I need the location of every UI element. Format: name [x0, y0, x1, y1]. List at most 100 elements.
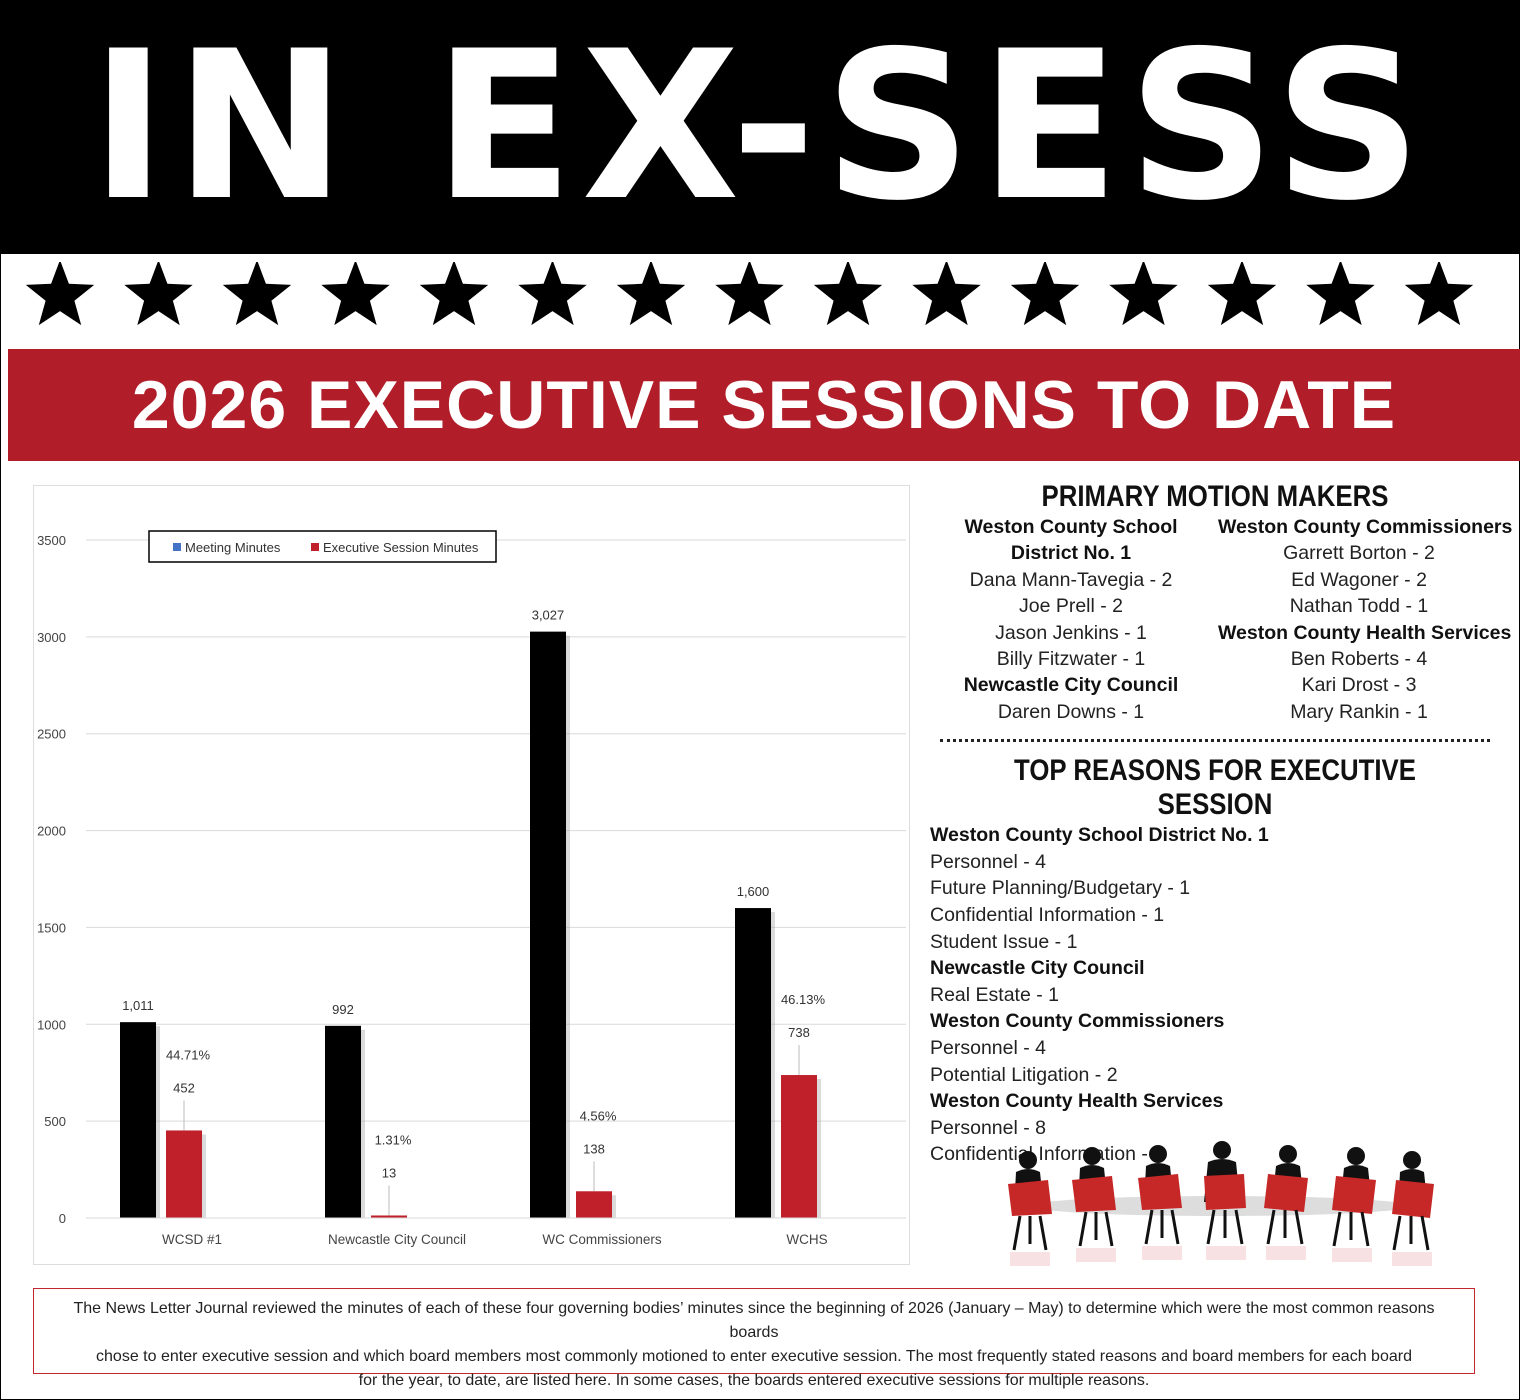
group-heading: District No. 1: [1010, 542, 1132, 565]
banner-title: IN EX-SESS: [90, 7, 1430, 246]
star-row: [25, 262, 1474, 326]
page-title: 2026 EXECUTIVE SESSIONS TO DATE: [131, 367, 1397, 443]
list-item: Daren Downs - 1: [997, 700, 1145, 723]
bar-meeting-minutes: [325, 1025, 361, 1218]
list-item: Billy Fitzwater - 1: [996, 648, 1146, 671]
list-item: Ed Wagoner - 2: [1291, 568, 1427, 591]
list-item: Real Estate - 1: [930, 983, 1059, 1006]
star-icon: [715, 262, 784, 326]
note-line: for the year, to date, are listed here. …: [358, 1372, 1150, 1389]
header-bar: [8, 349, 1520, 461]
star-icon: [518, 262, 587, 326]
data-label: 738: [788, 1025, 810, 1040]
bar-meeting-minutes: [120, 1022, 156, 1218]
top-reasons-list: Weston County School District No. 1 Perso…: [930, 822, 1500, 1168]
motion-makers-left: Weston County School District No. 1 Dana M…: [930, 514, 1212, 725]
y-tick-label: 2000: [37, 824, 66, 839]
star-icon: [321, 262, 390, 326]
y-tick-label: 500: [44, 1114, 66, 1129]
bar-chart: 0 500 1000 1500 2000 2500 3000 3500 1,011 452 44.7…: [33, 485, 910, 1265]
bar-executive-session-minutes: [781, 1075, 817, 1218]
group-heading: Weston County Health Services: [930, 1090, 1224, 1113]
list-item: Potential Litigation - 2: [930, 1063, 1118, 1086]
list-item: Joe Prell - 2: [1018, 595, 1124, 618]
x-tick-label: WC Commissioners: [542, 1232, 662, 1247]
legend-box: [148, 530, 497, 563]
legend-label: Meeting Minutes: [185, 540, 281, 555]
star-icon: [813, 262, 883, 326]
list-item: Dana Mann-Tavegia - 2: [969, 568, 1173, 591]
top-reasons-title: TOP REASONS FOR EXECUTIVE SESSION: [1014, 754, 1416, 822]
bar-meeting-minutes: [530, 631, 566, 1218]
group-heading: Weston County Health Services: [1218, 621, 1512, 644]
bar-meeting-minutes: [735, 908, 771, 1218]
list-item: Personnel - 4: [930, 850, 1046, 873]
star-icon: [222, 262, 292, 326]
star-icon: [419, 262, 489, 326]
data-label: 1,011: [122, 998, 154, 1013]
motion-makers-right: Weston County Commissioners Garrett Borto…: [1218, 514, 1513, 725]
star-icon: [616, 262, 686, 326]
star-icon: [124, 262, 193, 326]
data-label: 992: [332, 1002, 354, 1017]
star-icon: [25, 262, 95, 326]
list-item: Personnel - 4: [930, 1037, 1046, 1059]
group-heading: Weston County Commissioners: [930, 1010, 1225, 1033]
legend-label: Executive Session Minutes: [323, 540, 479, 555]
motion-makers-columns: Weston County School District No. 1 Dana M…: [930, 514, 1513, 725]
note-line: chose to enter executive session and whi…: [96, 1348, 1412, 1365]
group-heading: Newcastle City Council: [930, 957, 1145, 980]
star-icon: [1207, 262, 1277, 326]
motion-makers-title: PRIMARY MOTION MAKERS: [1041, 480, 1389, 513]
legend-swatch-executive: [311, 543, 319, 551]
x-tick-label: WCSD #1: [162, 1232, 222, 1247]
data-label: 1,600: [737, 884, 770, 899]
list-item: Garrett Borton - 2: [1283, 542, 1435, 565]
bar-executive-session-minutes: [371, 1215, 407, 1218]
star-icon: [912, 262, 981, 326]
star-icon: [1109, 262, 1178, 326]
meeting-silhouette-illustration: [1008, 1141, 1434, 1266]
star-icon: [1404, 262, 1474, 326]
y-tick-label: 3000: [37, 630, 66, 645]
group-heading: Weston County School: [964, 516, 1178, 538]
group-heading: Weston County School District No. 1: [930, 824, 1269, 847]
x-tick-label: WCHS: [786, 1232, 827, 1247]
methodology-note: The News Letter Journal reviewed the min…: [33, 1288, 1475, 1389]
list-item: Kari Drost - 3: [1301, 674, 1417, 697]
y-tick-label: 1000: [37, 1017, 66, 1032]
data-label: 452: [173, 1080, 195, 1095]
y-tick-label: 0: [59, 1211, 66, 1226]
group-heading: Weston County Commissioners: [1218, 516, 1513, 538]
list-item: Jason Jenkins - 1: [995, 621, 1147, 644]
y-tick-label: 2500: [37, 727, 66, 742]
bar-executive-session-minutes: [166, 1130, 202, 1218]
percent-label: 44.71%: [166, 1047, 211, 1062]
data-label: 138: [583, 1141, 605, 1156]
dotted-divider: [940, 739, 1490, 743]
x-tick-label: Newcastle City Council: [328, 1232, 466, 1247]
y-tick-label: 1500: [37, 920, 66, 935]
note-line: The News Letter Journal reviewed the min…: [73, 1300, 1435, 1341]
bar-executive-session-minutes: [576, 1191, 612, 1218]
top-banner: IN EX-SESS: [0, 0, 1520, 254]
star-icon: [1306, 262, 1375, 326]
chart-legend: Meeting Minutes Executive Session Minutes: [148, 530, 497, 563]
data-label: 3,027: [532, 608, 565, 623]
star-icon: [1010, 262, 1080, 326]
list-item: Personnel - 8: [930, 1116, 1046, 1139]
list-item: Future Planning/Budgetary - 1: [930, 877, 1191, 900]
list-item: Confidential Information - 1: [930, 904, 1165, 927]
group-heading: Newcastle City Council: [963, 674, 1179, 697]
percent-label: 4.56%: [580, 1108, 617, 1123]
percent-label: 46.13%: [781, 992, 826, 1007]
list-item: Confidential Information - 8: [930, 1143, 1165, 1166]
y-tick-label: 3500: [37, 533, 66, 548]
data-label: 13: [382, 1165, 396, 1180]
right-panel: PRIMARY MOTION MAKERS Weston County Scho…: [930, 480, 1513, 1168]
list-item: Ben Roberts - 4: [1290, 648, 1428, 671]
list-item: Nathan Todd - 1: [1289, 595, 1429, 618]
list-item: Student Issue - 1: [930, 930, 1078, 953]
legend-swatch-meeting: [173, 543, 181, 551]
list-item: Mary Rankin - 1: [1290, 700, 1428, 723]
